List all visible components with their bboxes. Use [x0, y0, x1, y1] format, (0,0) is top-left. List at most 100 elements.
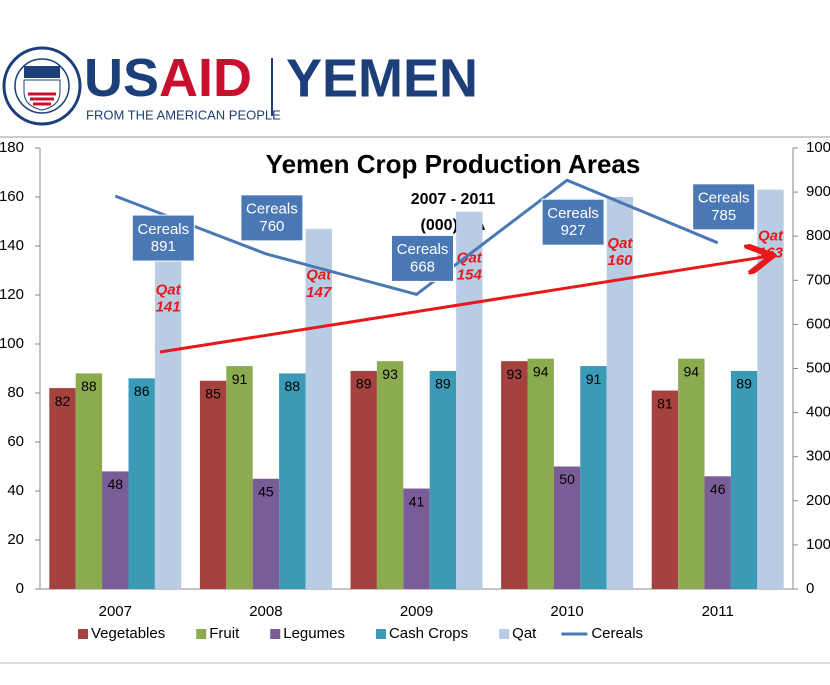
y-tick-label: 120	[0, 286, 24, 303]
bar	[279, 373, 306, 589]
bar	[49, 388, 76, 589]
bar	[429, 370, 457, 589]
qat-label: Qat 154	[457, 249, 483, 283]
y2-tick-label: 300	[806, 448, 830, 465]
bar-value-label: 45	[258, 483, 274, 499]
legend-label: Vegetables	[91, 625, 165, 642]
legend-swatch	[196, 629, 207, 639]
label-line: Qat	[156, 281, 182, 298]
bar	[704, 476, 731, 589]
plot: 0 20 40 60 80 100 120 140 160 180 0 100 200 300 400 500…	[0, 139, 830, 642]
legend-label: Qat	[512, 625, 537, 642]
y-tick-label: 100	[0, 335, 24, 352]
brand-us: US	[84, 48, 159, 108]
label-line: Cereals	[397, 241, 449, 258]
cereals-label: Cereals 760	[246, 201, 298, 235]
cereals-label: Cereals 927	[547, 205, 599, 239]
bar-value-label: 41	[409, 493, 425, 509]
legend-swatch	[499, 629, 510, 639]
bar-value-label: 93	[507, 366, 523, 382]
bar	[128, 378, 155, 589]
y2-tick-label: 500	[806, 359, 830, 376]
y2-tick-label: 600	[806, 315, 830, 332]
label-line: 163	[758, 245, 784, 262]
bar-value-label: 89	[356, 376, 372, 392]
y-tick-label: 60	[7, 433, 24, 450]
bar	[403, 488, 430, 589]
label-line: Qat	[457, 249, 483, 266]
x-tick-label: 2007	[99, 603, 132, 620]
y-tick-label: 140	[0, 237, 24, 254]
usaid-seal	[2, 46, 82, 126]
label-line: 160	[607, 252, 633, 269]
label-line: 141	[156, 299, 181, 316]
bar	[580, 366, 607, 589]
tagline: FROM THE AMERICAN PEOPLE	[86, 107, 281, 122]
bar-value-label: 89	[736, 376, 752, 392]
y-tick-label: 40	[7, 482, 24, 499]
bar-value-label: 46	[710, 481, 726, 497]
cereals-label: Cereals 668	[397, 241, 449, 275]
label-line: 147	[306, 284, 332, 301]
legend-swatch	[270, 629, 281, 639]
bar-value-label: 91	[586, 371, 602, 387]
bar-value-label: 93	[382, 366, 398, 382]
bar	[606, 197, 634, 589]
chart-subtitle: 2007 - 2011	[411, 191, 496, 208]
y2-tick-label: 100	[806, 536, 830, 553]
bar	[651, 390, 679, 589]
cereals-label: Cereals 785	[698, 190, 750, 224]
bar	[305, 228, 332, 589]
bar	[730, 370, 758, 589]
legend-swatch	[78, 629, 88, 639]
label-line: Cereals	[246, 201, 298, 218]
label-line: 154	[457, 267, 483, 284]
label-line: 760	[259, 218, 284, 235]
x-tick-label: 2011	[702, 603, 734, 620]
y-tick-label: 180	[0, 139, 24, 156]
bar-value-label: 86	[134, 383, 150, 399]
bar	[456, 211, 483, 589]
bar-value-label: 88	[81, 378, 97, 394]
legend-label: Cash Crops	[389, 625, 468, 642]
bar	[75, 373, 103, 589]
bar	[199, 380, 227, 589]
bar	[102, 471, 129, 589]
bar	[501, 361, 528, 589]
country: YEMEN	[286, 48, 478, 108]
label-line: 668	[410, 258, 435, 275]
label-line: Qat	[758, 227, 784, 244]
bar-value-label: 50	[559, 471, 575, 487]
y2-tick-label: 0	[806, 580, 814, 597]
label-line: 927	[561, 222, 586, 239]
bar-value-label: 89	[435, 376, 451, 392]
bar-value-label: 85	[205, 385, 221, 401]
chart-title: Yemen Crop Production Areas	[266, 149, 641, 179]
y2-tick-label: 200	[806, 492, 830, 509]
bar-value-label: 94	[684, 363, 700, 379]
bar-value-label: 48	[108, 476, 124, 492]
x-tick-label: 2010	[550, 603, 583, 620]
y2-tick-label: 900	[806, 183, 830, 200]
y2-tick-label: 800	[806, 227, 830, 244]
label-box	[391, 234, 454, 282]
bar-value-label: 81	[657, 395, 673, 411]
y2-tick-label: 700	[806, 271, 830, 288]
label-line: 785	[711, 207, 736, 224]
label-line: Cereals	[698, 190, 750, 207]
bar	[553, 466, 581, 589]
brand: USAID	[84, 48, 252, 108]
y-tick-label: 160	[0, 188, 24, 205]
x-tick-label: 2008	[249, 603, 282, 620]
bar	[154, 243, 182, 590]
label-box	[131, 214, 195, 262]
bar-value-label: 91	[232, 371, 248, 387]
label-line: 891	[151, 238, 176, 255]
bar-value-label: 88	[285, 378, 301, 394]
line	[114, 178, 719, 297]
label-box	[240, 194, 304, 242]
trend-arrow	[159, 256, 770, 354]
bar	[226, 366, 253, 589]
label-line: Cereals	[547, 205, 599, 222]
qat-label: Qat 141	[156, 281, 182, 315]
